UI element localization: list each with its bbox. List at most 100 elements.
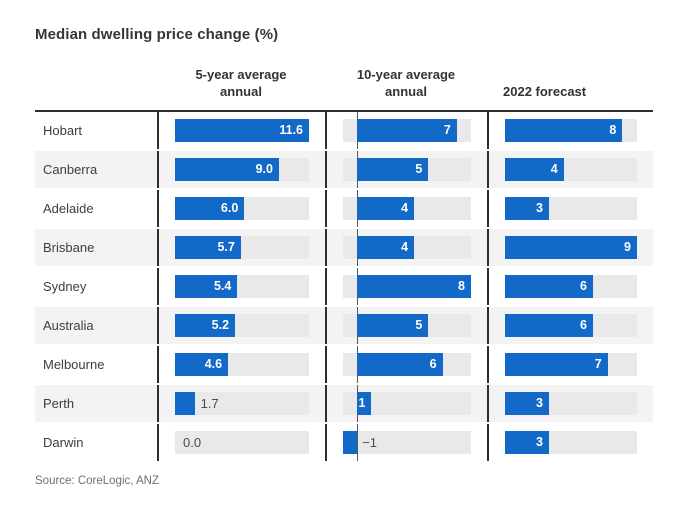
bar-value-label: 3 [536, 435, 543, 449]
bar-cell-col2: 1 [325, 385, 487, 422]
bar-cell-col2: 7 [325, 112, 487, 149]
bar-track: 8 [505, 119, 637, 142]
bar-value-label: 9 [624, 240, 631, 254]
bar: 5.4 [175, 275, 238, 298]
bar: 11.6 [175, 119, 309, 142]
bar-track: 6 [505, 275, 637, 298]
row-label: Sydney [43, 279, 87, 294]
table-row: Darwin 0.0 −1 3 [35, 424, 653, 463]
bar-track: 1 [343, 385, 471, 422]
bar: 4 [357, 236, 415, 259]
bar: 1 [357, 392, 372, 415]
bar-track: 5.2 [175, 314, 309, 337]
bar-value-label: 1.7 [200, 396, 219, 411]
bar-cell-col2: 5 [325, 151, 487, 188]
bar-cell-col1: 6.0 [157, 190, 325, 227]
bar-track: 4 [343, 190, 471, 227]
row-label: Melbourne [43, 357, 105, 372]
bar-track: 3 [505, 197, 637, 220]
bar-cell-col3: 7 [487, 346, 653, 383]
bar-cell-col2: −1 [325, 424, 487, 461]
bar-value-label: 6.0 [220, 201, 239, 215]
bar: 4.6 [175, 353, 229, 376]
column-header-10yr-average: 10-year average annual [356, 67, 456, 100]
bar-cell-col1: 11.6 [157, 112, 325, 149]
bar-cell-col2: 4 [325, 229, 487, 266]
bar-track: 6 [505, 314, 637, 337]
bar-value-label: 7 [594, 357, 602, 371]
bar-value-label: 5 [415, 162, 423, 176]
bar: 6 [505, 314, 593, 337]
bar-value-label: 6 [429, 357, 437, 371]
bar-cell-col1: 4.6 [157, 346, 325, 383]
bar-track: 4.6 [175, 353, 309, 376]
bar-value-label: 6 [580, 318, 587, 332]
bar-value-label: 3 [536, 396, 543, 410]
bar: 6.0 [175, 197, 245, 220]
bar-cell-col3: 4 [487, 151, 653, 188]
table-row: Adelaide 6.0 4 3 [35, 190, 653, 229]
bar-value-label: 7 [443, 123, 451, 137]
bar-value-label: 5.2 [211, 318, 230, 332]
bar-value-label: 6 [580, 279, 587, 293]
bar-cell-col3: 9 [487, 229, 653, 266]
bar-cell-col1: 5.7 [157, 229, 325, 266]
bar-track: 11.6 [175, 119, 309, 142]
bar-cell-col1: 1.7 [157, 385, 325, 422]
bar-value-label: 3 [536, 201, 543, 215]
bar-track: 6.0 [175, 197, 309, 220]
bar: 5 [357, 158, 429, 181]
bar-track: 9 [505, 236, 637, 259]
bar-track: −1 [343, 424, 471, 461]
bar-cell-col3: 3 [487, 190, 653, 227]
bar: 8 [505, 119, 623, 142]
row-label: Darwin [43, 435, 84, 450]
bar-cell-col2: 5 [325, 307, 487, 344]
bar-cell-col1: 5.2 [157, 307, 325, 344]
bar: 4 [357, 197, 415, 220]
source-note: Source: CoreLogic, ANZ [35, 475, 160, 487]
row-label: Perth [43, 396, 75, 411]
bar-cell-col1: 0.0 [157, 424, 325, 461]
bar-track: 8 [343, 268, 471, 305]
bar-value-label: 8 [458, 279, 465, 293]
table-row: Perth 1.7 1 3 [35, 385, 653, 424]
bar: 5.2 [175, 314, 236, 337]
bar-value-label: 0.0 [183, 435, 202, 450]
bar-track: 3 [505, 392, 637, 415]
bar-value-label: 11.6 [279, 123, 303, 137]
bar-cell-col3: 3 [487, 385, 653, 422]
column-headers: 5-year average annual 10-year average an… [35, 61, 653, 112]
bar-track: 1.7 [175, 392, 309, 415]
table-row: Sydney 5.4 8 6 [35, 268, 653, 307]
bar-track: 3 [505, 431, 637, 454]
table-body: Hobart 11.6 7 8 Canberra 9.0 5 4 Adelaide 6.0 4 3 Br… [35, 112, 653, 463]
bar [343, 431, 358, 454]
bar [175, 392, 195, 415]
bar-cell-col3: 6 [487, 307, 653, 344]
table-row: Hobart 11.6 7 8 [35, 112, 653, 151]
bar-cell-col3: 8 [487, 112, 653, 149]
bar-value-label: 4 [401, 201, 409, 215]
bar-cell-col2: 4 [325, 190, 487, 227]
row-label: Hobart [43, 123, 83, 138]
zero-axis-line [357, 424, 359, 461]
bar: 5 [357, 314, 429, 337]
bar: 5.7 [175, 236, 241, 259]
table-row: Canberra 9.0 5 4 [35, 151, 653, 190]
bar-track: 7 [343, 112, 471, 149]
table-row: Australia 5.2 5 6 [35, 307, 653, 346]
bar-value-label: 5 [415, 318, 423, 332]
bar-track: 6 [343, 346, 471, 383]
bar-track: 5 [343, 151, 471, 188]
bar: 7 [505, 353, 608, 376]
row-label: Adelaide [43, 201, 94, 216]
bar: 3 [505, 431, 549, 454]
bar-track: 4 [505, 158, 637, 181]
bar-chart-table: 5-year average annual 10-year average an… [35, 61, 653, 463]
bar: 9 [505, 236, 637, 259]
row-label: Brisbane [43, 240, 95, 255]
bar-track: 7 [505, 353, 637, 376]
table-row: Brisbane 5.7 4 9 [35, 229, 653, 268]
bar: 6 [357, 353, 443, 376]
